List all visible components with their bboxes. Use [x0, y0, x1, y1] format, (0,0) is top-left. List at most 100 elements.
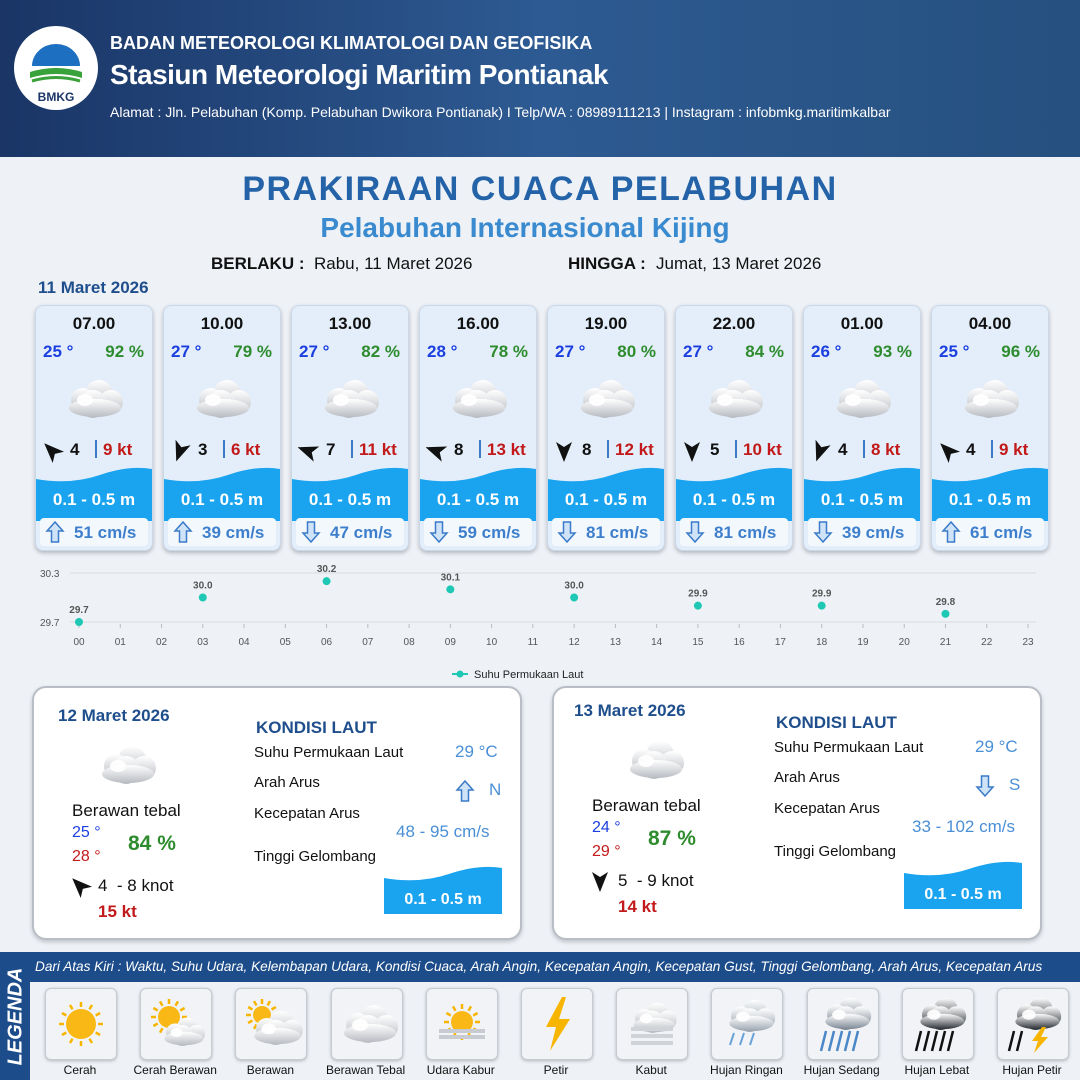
time: 04.00	[968, 314, 1012, 333]
separator	[991, 440, 993, 458]
data-label: 30.2	[317, 564, 337, 575]
x-tick-label: 16	[734, 637, 746, 648]
wind-speed: 8	[582, 440, 592, 459]
wave-height: 0.1 - 0.5 m	[180, 490, 264, 509]
x-tick-label: 22	[981, 637, 993, 648]
gust-speed: 9 kt	[999, 440, 1029, 459]
temp-min: 25 °	[72, 824, 101, 841]
legend-icon-box	[997, 988, 1069, 1060]
current-speed: 51 cm/s	[74, 523, 137, 542]
humidity: 78 %	[489, 342, 528, 361]
legend-icon	[729, 999, 776, 1046]
current-direction-arrow	[301, 521, 321, 544]
current-box: 59 cm/s	[424, 518, 532, 546]
validity-to: Jumat, 13 Maret 2026	[656, 254, 822, 273]
current-direction-arrow	[429, 521, 449, 544]
humidity: 93 %	[873, 342, 912, 361]
gust-speed: 13 kt	[487, 440, 526, 459]
legend-item-label: Hujan Lebat	[904, 1063, 970, 1077]
temperature: 28 °	[427, 342, 458, 361]
current-direction: N	[489, 780, 502, 799]
wind-direction-arrow	[815, 439, 831, 462]
wave-shape	[36, 467, 152, 521]
wave-band	[384, 866, 502, 914]
legend-item-label: Berawan Tebal	[326, 1063, 406, 1077]
sea-label: Kecepatan Arus	[774, 800, 880, 817]
sst-point	[446, 585, 455, 594]
x-tick-label: 17	[775, 637, 787, 648]
wind-direction-arrow	[425, 446, 448, 462]
time: 16.00	[456, 314, 500, 333]
lightning	[546, 997, 570, 1051]
x-tick-label: 20	[899, 637, 911, 648]
wave-height: 0.1 - 0.5 m	[308, 490, 392, 509]
current-box: 39 cm/s	[168, 518, 276, 546]
sea-label: Tinggi Gelombang	[774, 843, 897, 860]
legend-icon	[151, 999, 206, 1046]
cloud	[254, 1010, 304, 1045]
wind-direction-arrow	[592, 872, 608, 892]
gust-speed: 12 kt	[615, 440, 654, 459]
forecast-card: 10.00 27 ° 79 % 3 6 kt 0.1 - 0.5 m 39 cm/s	[163, 305, 281, 551]
wind-direction-arrow	[940, 443, 961, 464]
sst-value: 29 °C	[975, 737, 1018, 756]
current-box: 81 cm/s	[552, 518, 660, 546]
x-tick-label: 09	[445, 637, 457, 648]
wave-shape	[932, 467, 1048, 521]
legend-item-label: Hujan Ringan	[710, 1063, 783, 1077]
current-box: 61 cm/s	[936, 518, 1044, 546]
legend-icon	[1007, 997, 1062, 1053]
time: 01.00	[840, 314, 884, 333]
data-label: 30.1	[441, 572, 461, 583]
wind-speed: 8	[454, 440, 464, 459]
current-icon	[813, 521, 833, 544]
station: Stasiun Meteorologi Maritim Pontianak	[110, 59, 609, 90]
forecast-card: 13.00 27 ° 82 % 7 11 kt 0.1 - 0.5 m 47 cm/s	[291, 305, 409, 551]
current-direction-arrow	[813, 521, 833, 544]
sun	[443, 1004, 480, 1040]
sst-chart: 29.7 30.3 00 01 02 03 04 05 06 07 08 09 10 11 12 13 14 15…	[40, 564, 1036, 681]
sst-point	[693, 601, 702, 610]
legend-icon-box	[330, 988, 403, 1060]
legend-item-label: Udara Kabur	[426, 1063, 495, 1077]
wave-height: 0.1 - 0.5 m	[924, 886, 1002, 903]
wave-band	[164, 467, 280, 521]
separator	[607, 440, 609, 458]
forecast-card: 04.00 25 ° 96 % 4 9 kt 0.1 - 0.5 m 61 cm/s	[931, 305, 1049, 551]
forecast-card: 07.00 25 ° 92 % 4 9 kt 0.1 - 0.5 m 51 cm/s	[35, 305, 153, 551]
weather-icon	[837, 380, 891, 418]
current-speed: 59 cm/s	[458, 523, 521, 542]
y-tick-label: 29.7	[40, 618, 60, 629]
current-speed: 39 cm/s	[202, 523, 265, 542]
current-icon	[45, 520, 65, 543]
legend-icon	[438, 1004, 485, 1040]
wind-speed: 7	[326, 440, 336, 459]
x-tick-label: 15	[692, 637, 704, 648]
sst-point	[941, 609, 950, 618]
separator	[95, 440, 97, 458]
temp-max: 28 °	[72, 848, 101, 865]
legend-icon-box	[235, 988, 308, 1060]
sst-point	[570, 593, 579, 602]
legend-icon	[631, 1002, 677, 1045]
legend-item-label: Cerah	[63, 1063, 97, 1077]
weather-icon	[69, 380, 123, 418]
logo-graphic	[30, 44, 82, 83]
gust: 14 kt	[618, 897, 657, 916]
humidity: 79 %	[233, 342, 272, 361]
forecast-card: 22.00 27 ° 84 % 5 10 kt 0.1 - 0.5 m 81 cm/s	[675, 305, 793, 551]
separator	[863, 440, 865, 458]
validity-from: Rabu, 11 Maret 2026	[314, 254, 473, 273]
x-tick-label: 23	[1022, 637, 1034, 648]
wave-shape	[420, 467, 536, 521]
time: 19.00	[584, 314, 628, 333]
legend-band	[0, 952, 1080, 982]
humidity: 84 %	[745, 342, 784, 361]
legend-icon-box	[521, 988, 593, 1060]
sea-label: Suhu Permukaan Laut	[774, 739, 924, 756]
wave-band	[804, 467, 920, 521]
temp-min: 24 °	[592, 819, 621, 836]
sst-value: 29 °C	[455, 742, 498, 761]
x-tick-label: 10	[486, 637, 498, 648]
cloud	[837, 380, 891, 418]
